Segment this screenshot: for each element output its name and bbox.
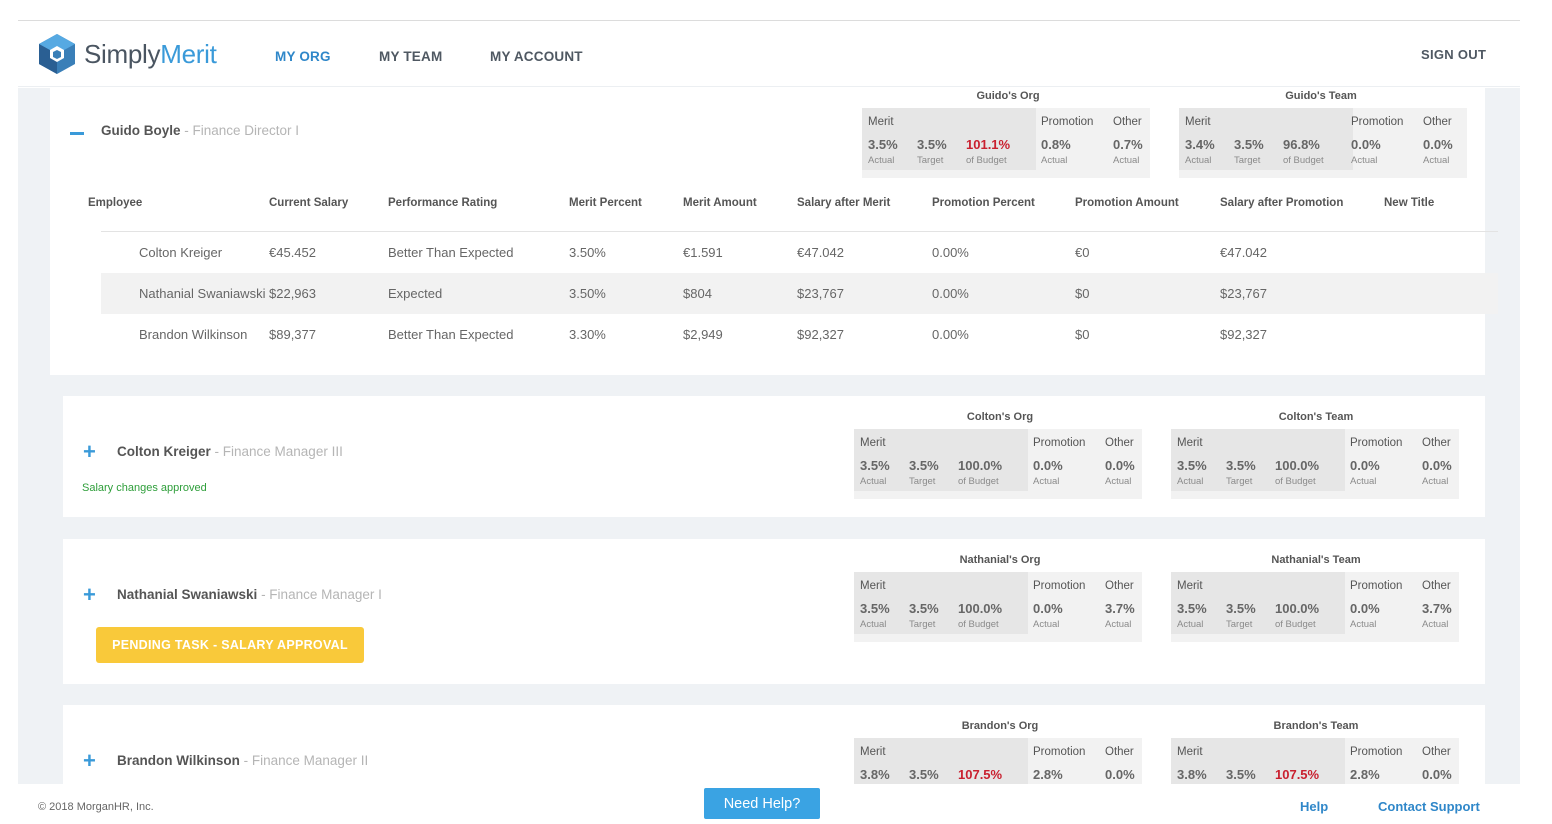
sign-out-link[interactable]: SIGN OUT	[1421, 47, 1487, 62]
org-stats: Merit Promotion Other 3.5% 3.5% 101.1% 0…	[862, 108, 1150, 178]
org-stats-title: Nathanial's Org	[959, 554, 1041, 566]
budget-value: 101.1%	[966, 137, 1011, 152]
org-stats-title: Guido's Org	[976, 90, 1040, 102]
org-stats: Merit Promotion Other 3.5% 3.5% 100.0% 0…	[854, 572, 1142, 642]
col-salary-after-merit[interactable]: Salary after Merit	[797, 197, 891, 209]
contact-support-link[interactable]: Contact Support	[1378, 799, 1480, 814]
merit-target: 3.5%	[917, 137, 947, 152]
org-stats: Merit Promotion Other 3.8% 3.5% 107.5% 2…	[854, 738, 1142, 784]
org-content[interactable]: Guido Boyle - Finance Director I Guido's…	[18, 88, 1520, 784]
expand-icon[interactable]: +	[83, 439, 96, 464]
top-divider	[18, 20, 1520, 21]
status-approved: Salary changes approved	[82, 482, 207, 494]
collapse-icon[interactable]	[70, 132, 84, 135]
table-row[interactable]: Colton Kreiger €45.452 Better Than Expec…	[139, 245, 1267, 260]
cube-logo-icon	[39, 34, 75, 74]
col-merit-percent[interactable]: Merit Percent	[569, 197, 642, 209]
other-value: 0.7%	[1113, 137, 1143, 152]
manager-name: Colton Kreiger - Finance Manager III	[117, 444, 343, 459]
pending-task-button[interactable]: PENDING TASK - SALARY APPROVAL	[96, 627, 364, 663]
manager-card-nathanial[interactable]: + Nathanial Swaniawski - Finance Manager…	[63, 539, 1485, 684]
app-header: SimplyMerit MY ORG MY TEAM MY ACCOUNT SI…	[18, 21, 1520, 87]
col-salary-after-promotion[interactable]: Salary after Promotion	[1220, 197, 1344, 209]
team-stats: Merit Promotion Other 3.4% 3.5% 96.8% 0.…	[1179, 108, 1467, 178]
table-divider	[101, 231, 1498, 232]
team-stats: Merit Promotion Other 3.5% 3.5% 100.0% 0…	[1171, 572, 1459, 642]
col-current-salary[interactable]: Current Salary	[269, 197, 349, 209]
org-stats: Merit Promotion Other 3.5% 3.5% 100.0% 0…	[854, 429, 1142, 499]
org-stats-title: Colton's Org	[966, 411, 1034, 423]
cell-employee: Colton Kreiger	[139, 245, 223, 260]
help-link[interactable]: Help	[1300, 799, 1329, 814]
org-stats-title: Brandon's Org	[961, 720, 1039, 732]
promotion-label: Promotion	[1041, 116, 1094, 128]
team-stats-title: Brandon's Team	[1273, 720, 1359, 732]
app-name: SimplyMerit	[84, 38, 217, 69]
promotion-value: 0.8%	[1041, 137, 1071, 152]
col-promotion-amount[interactable]: Promotion Amount	[1075, 197, 1179, 209]
logo[interactable]: SimplyMerit	[36, 32, 217, 76]
table-row[interactable]: Brandon Wilkinson $89,377 Better Than Ex…	[139, 327, 1267, 342]
team-stats-title: Nathanial's Team	[1271, 554, 1361, 566]
merit-actual: 3.5%	[868, 137, 898, 152]
manager-name: Guido Boyle - Finance Director I	[101, 123, 300, 138]
expand-icon[interactable]: +	[83, 582, 96, 607]
table-row[interactable]: Nathanial Swaniawski $22,963 Expected 3.…	[101, 273, 1498, 314]
col-performance-rating[interactable]: Performance Rating	[388, 197, 498, 209]
manager-card-colton[interactable]: + Colton Kreiger - Finance Manager III S…	[63, 396, 1485, 517]
app-footer: © 2018 MorganHR, Inc. Need Help? Help Co…	[18, 784, 1520, 824]
col-employee[interactable]: Employee	[88, 197, 143, 209]
manager-name: Nathanial Swaniawski - Finance Manager I	[117, 587, 382, 602]
team-stats-title: Colton's Team	[1278, 411, 1354, 423]
other-label: Other	[1113, 116, 1142, 128]
merit-label: Merit	[868, 116, 894, 128]
nav-my-account[interactable]: MY ACCOUNT	[490, 49, 583, 64]
team-stats: Merit Promotion Other 3.5% 3.5% 100.0% 0…	[1171, 429, 1459, 499]
col-new-title[interactable]: New Title	[1384, 197, 1435, 209]
nav-my-org[interactable]: MY ORG	[275, 49, 331, 64]
team-stats-title: Guido's Team	[1285, 90, 1357, 102]
manager-name: Brandon Wilkinson - Finance Manager II	[117, 753, 369, 768]
col-merit-amount[interactable]: Merit Amount	[683, 197, 757, 209]
col-promotion-percent[interactable]: Promotion Percent	[932, 197, 1035, 209]
manager-card-guido: Guido Boyle - Finance Director I Guido's…	[50, 88, 1498, 375]
expand-icon[interactable]: +	[83, 748, 96, 773]
need-help-button[interactable]: Need Help?	[704, 788, 820, 819]
copyright: © 2018 MorganHR, Inc.	[38, 801, 154, 813]
manager-card-brandon[interactable]: + Brandon Wilkinson - Finance Manager II…	[63, 705, 1485, 784]
nav-my-team[interactable]: MY TEAM	[379, 49, 443, 64]
team-stats: Merit Promotion Other 3.8% 3.5% 107.5% 2…	[1171, 738, 1459, 784]
